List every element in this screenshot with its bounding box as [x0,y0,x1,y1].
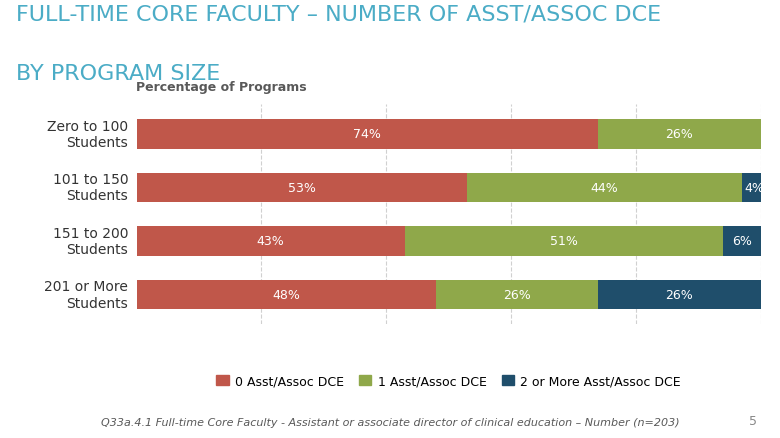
Text: Q33a.4.1 Full-time Core Faculty - Assistant or associate director of clinical ed: Q33a.4.1 Full-time Core Faculty - Assist… [101,417,679,427]
Bar [467,173,742,203]
Text: 43%: 43% [257,235,285,248]
Bar [598,280,760,309]
Text: 6%: 6% [732,235,752,248]
Bar [598,120,760,149]
Bar [136,226,405,256]
Bar [405,226,723,256]
Text: BY PROGRAM SIZE: BY PROGRAM SIZE [16,64,220,84]
Text: 26%: 26% [503,288,531,301]
Text: 74%: 74% [353,128,381,141]
Bar [436,280,598,309]
Bar [723,226,760,256]
Text: 4%: 4% [744,181,764,194]
Text: 26%: 26% [665,288,693,301]
Bar [136,280,436,309]
Text: 51%: 51% [550,235,578,248]
Text: 48%: 48% [272,288,300,301]
Text: 5: 5 [749,414,757,427]
Bar [136,120,598,149]
Text: 26%: 26% [665,128,693,141]
Legend: 0 Asst/Assoc DCE, 1 Asst/Assoc DCE, 2 or More Asst/Assoc DCE: 0 Asst/Assoc DCE, 1 Asst/Assoc DCE, 2 or… [211,370,686,393]
Bar [742,173,767,203]
Text: 44%: 44% [590,181,619,194]
Text: Percentage of Programs: Percentage of Programs [136,81,307,94]
Bar [136,173,467,203]
Text: 53%: 53% [288,181,316,194]
Text: FULL-TIME CORE FACULTY – NUMBER OF ASST/ASSOC DCE: FULL-TIME CORE FACULTY – NUMBER OF ASST/… [16,4,661,25]
